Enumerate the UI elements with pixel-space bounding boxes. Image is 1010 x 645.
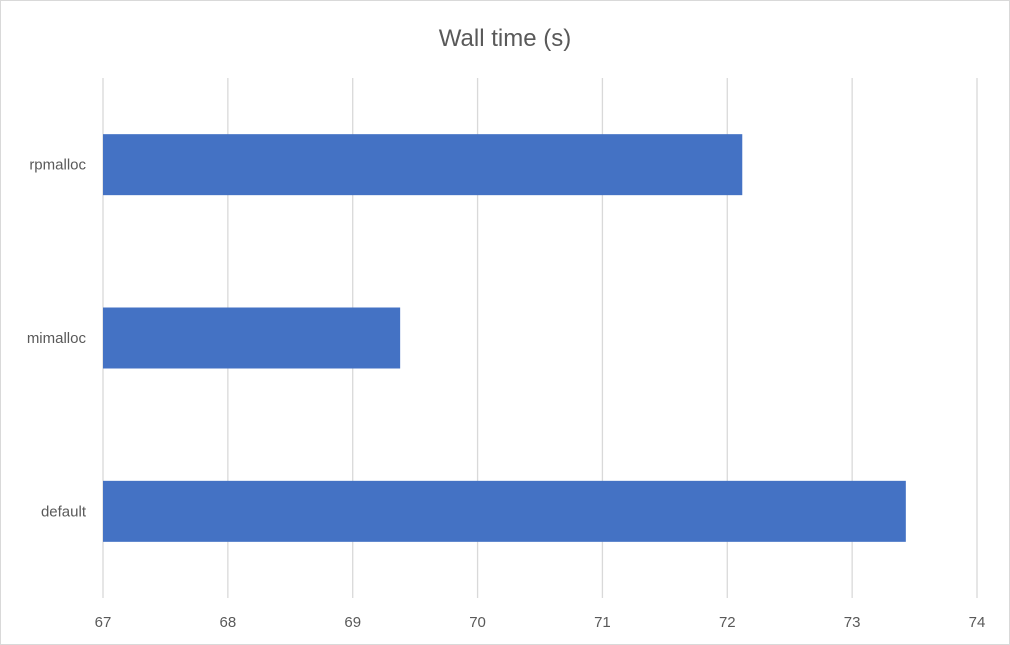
category-label: rpmalloc [29,157,86,174]
category-label: default [41,503,87,520]
x-tick-label: 74 [969,614,986,631]
bars [103,134,906,542]
x-tick-label: 70 [469,614,486,631]
x-tick-label: 67 [95,614,112,631]
x-tick-label: 72 [719,614,736,631]
x-tick-label: 69 [344,614,361,631]
x-tick-labels: 67 68 69 70 71 72 73 74 [95,614,986,631]
category-label: mimalloc [27,330,87,347]
category-labels: rpmalloc mimalloc default [27,157,87,521]
bar-default [103,480,906,542]
chart-title: Wall time (s) [439,25,571,52]
x-tick-label: 73 [844,614,861,631]
x-tick-label: 68 [220,614,237,631]
x-tick-label: 71 [594,614,611,631]
bar-rpmalloc [103,134,743,196]
bar-mimalloc [103,307,401,369]
